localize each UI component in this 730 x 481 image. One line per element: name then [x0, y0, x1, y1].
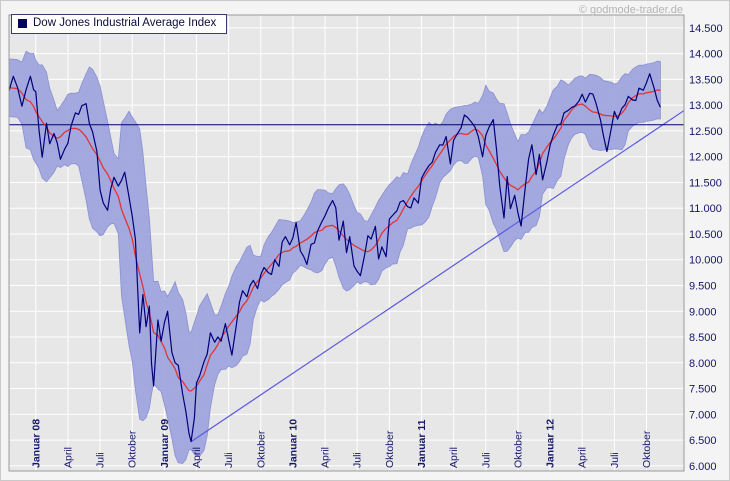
y-axis-label: 11.000: [689, 203, 722, 215]
x-axis-label: Juli: [609, 452, 621, 468]
price-line: [9, 73, 661, 443]
x-axis-label: April: [62, 447, 74, 468]
legend: Dow Jones Industrial Average Index: [11, 14, 228, 34]
y-axis-label: 14.500: [689, 23, 723, 35]
x-axis-label: April: [191, 447, 203, 468]
y-axis-label: 7.000: [689, 409, 717, 421]
legend-marker-icon: [18, 19, 27, 29]
y-axis-label: 13.500: [689, 74, 723, 86]
x-axis-label: April: [577, 447, 589, 468]
x-axis-label: Juli: [95, 452, 107, 468]
y-axis-label: 12.500: [689, 126, 723, 138]
x-axis-label: Juli: [480, 452, 492, 468]
legend-label: Dow Jones Industrial Average Index: [33, 17, 217, 29]
y-axis-label: 6.500: [689, 435, 717, 447]
y-axis-label: 8.500: [689, 332, 717, 344]
x-axis-label: April: [448, 447, 460, 468]
y-axis-label: 7.500: [689, 384, 717, 396]
x-axis-label: April: [320, 447, 332, 468]
x-axis-label: Januar 09: [159, 419, 171, 468]
x-axis-label: Juli: [352, 452, 364, 468]
plot-border: [8, 14, 685, 472]
x-axis-label: Oktober: [255, 430, 267, 468]
x-axis-label: Oktober: [384, 430, 396, 468]
y-axis-label: 12.000: [689, 152, 723, 164]
x-axis-label: Oktober: [127, 430, 139, 468]
y-axis-label: 14.000: [689, 49, 723, 61]
y-axis-label: 10.500: [689, 229, 723, 241]
x-axis-label: Juli: [223, 452, 235, 468]
x-axis-label: Januar 12: [545, 419, 557, 468]
y-axis-label: 6.000: [689, 461, 717, 473]
x-axis-label: Oktober: [641, 430, 653, 468]
bollinger-band: [9, 50, 661, 464]
x-axis-label: Januar 10: [287, 419, 299, 468]
x-axis-label: Oktober: [512, 430, 524, 468]
y-axis-label: 8.000: [689, 358, 717, 370]
y-axis-label: 10.000: [689, 255, 723, 267]
y-axis-label: 13.000: [689, 100, 723, 112]
y-axis-label: 9.000: [689, 306, 717, 318]
x-axis-label: Januar 08: [30, 419, 42, 468]
x-axis-label: Januar 11: [416, 419, 428, 468]
trend-line: [190, 110, 684, 443]
y-axis-label: 11.500: [689, 177, 722, 189]
y-axis-label: 9.500: [689, 281, 717, 293]
watermark: © godmode-trader.de: [578, 4, 683, 16]
